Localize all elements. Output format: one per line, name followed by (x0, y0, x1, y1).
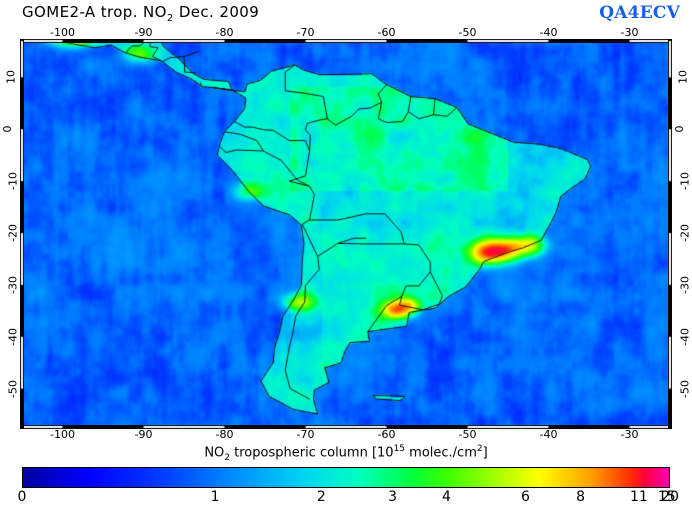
qa4ecv-logo: QA4ECV (599, 3, 680, 23)
colorbar-title-end: ] (482, 445, 488, 461)
x-tick-top--40: -40 (539, 26, 558, 39)
y-tick-right-m40: -40 (678, 327, 692, 346)
y-tick-left-m10: -10 (6, 172, 20, 191)
colorbar-tick-20: 20 (661, 489, 679, 505)
x-tick-top--60: -60 (377, 26, 396, 39)
x-tick-bottom--80: -80 (215, 428, 234, 441)
y-tick-left-10: 10 (4, 70, 18, 85)
y-tick-left-m30: -30 (6, 275, 20, 294)
coastline-overlay (22, 41, 670, 425)
x-tick-bottom--50: -50 (458, 428, 477, 441)
colorbar[interactable] (22, 467, 670, 488)
x-tick-bottom--60: -60 (377, 428, 396, 441)
plot-frame-bottom (20, 425, 672, 429)
colorbar-title: NO2 tropospheric column [1015 molec./cm2… (204, 444, 487, 463)
page-title-subscript: 2 (166, 13, 174, 24)
colorbar-title-no: NO (204, 445, 225, 461)
x-tick-bottom--100: -100 (50, 428, 75, 441)
y-tick-left-m20: -20 (6, 224, 20, 242)
x-tick-bottom--30: -30 (620, 428, 639, 441)
x-tick-bottom--40: -40 (539, 428, 558, 441)
colorbar-title-tail: molec./cm (405, 445, 477, 461)
colorbar-tick-0: 0 (17, 489, 27, 505)
plot-frame-right (668, 39, 672, 429)
y-tick-left-m50: -50 (6, 379, 20, 398)
colorbar-tick-8: 8 (576, 489, 586, 505)
x-tick-top--70: -70 (296, 26, 315, 39)
colorbar-title-mid: tropospheric column [10 (230, 445, 394, 461)
x-tick-top--90: -90 (134, 26, 153, 39)
x-tick-top--100: -100 (50, 26, 75, 39)
colorbar-tick-1: 1 (210, 489, 220, 505)
colorbar-title-exp: 15 (393, 444, 406, 454)
y-tick-left-m40: -40 (6, 327, 20, 346)
page-title: GOME2-A trop. NO2 Dec. 2009 (22, 3, 259, 24)
colorbar-gradient (23, 468, 669, 487)
x-tick-top--30: -30 (620, 26, 639, 39)
x-tick-top--50: -50 (458, 26, 477, 39)
page-title-main: GOME2-A trop. NO (22, 3, 167, 21)
colorbar-title-sub: 2 (224, 452, 231, 463)
y-tick-right-m30: -30 (678, 275, 692, 294)
y-tick-right-10: 10 (676, 70, 690, 85)
y-tick-right-m10: -10 (678, 172, 692, 191)
colorbar-tick-15: 15 (657, 489, 676, 505)
plot-frame-left (20, 39, 24, 429)
colorbar-tick-2: 2 (316, 489, 326, 505)
colorbar-tick-3: 3 (388, 489, 398, 505)
colorbar-title-exp2: 2 (476, 444, 483, 454)
map-plot-area[interactable] (22, 41, 670, 425)
plot-frame-top (20, 39, 672, 43)
x-tick-bottom--70: -70 (296, 428, 315, 441)
x-tick-bottom--90: -90 (134, 428, 153, 441)
page-title-date: Dec. 2009 (173, 3, 260, 21)
x-tick-top--80: -80 (215, 26, 234, 39)
y-tick-right-m20: -20 (678, 224, 692, 242)
colorbar-tick-11: 11 (629, 489, 648, 505)
y-tick-left-0: 0 (1, 125, 14, 133)
colorbar-tick-4: 4 (441, 489, 451, 505)
colorbar-tick-6: 6 (521, 489, 530, 505)
y-tick-right-m50: -50 (678, 379, 692, 398)
y-tick-right-0: 0 (673, 125, 686, 133)
